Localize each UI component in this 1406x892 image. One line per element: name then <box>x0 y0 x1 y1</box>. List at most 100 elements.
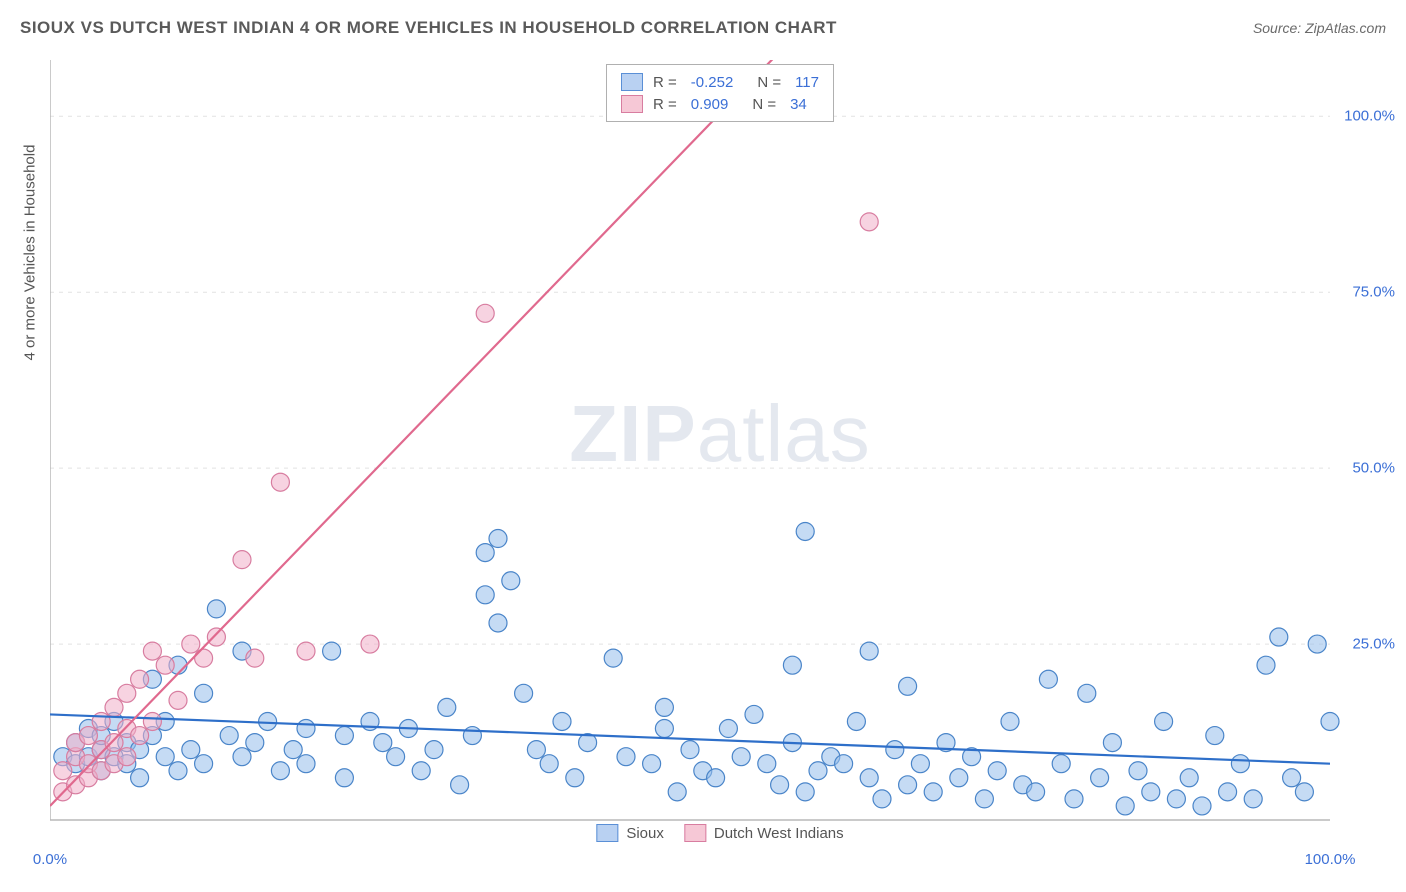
legend-label: Dutch West Indians <box>714 825 844 842</box>
legend-swatch <box>621 95 643 113</box>
data-point <box>131 727 149 745</box>
data-point <box>643 755 661 773</box>
data-point <box>387 748 405 766</box>
legend-item: Sioux <box>596 824 664 842</box>
y-tick-label: 50.0% <box>1352 460 1395 477</box>
data-point <box>476 586 494 604</box>
data-point <box>783 656 801 674</box>
data-point <box>809 762 827 780</box>
data-point <box>502 572 520 590</box>
data-point <box>476 304 494 322</box>
data-point <box>1308 635 1326 653</box>
data-point <box>1116 797 1134 815</box>
data-point <box>1078 684 1096 702</box>
data-point <box>1193 797 1211 815</box>
data-point <box>950 769 968 787</box>
data-point <box>796 522 814 540</box>
data-point <box>169 691 187 709</box>
data-point <box>143 712 161 730</box>
y-tick-label: 25.0% <box>1352 636 1395 653</box>
data-point <box>195 755 213 773</box>
data-point <box>489 614 507 632</box>
data-point <box>1039 670 1057 688</box>
data-point <box>1129 762 1147 780</box>
data-point <box>131 769 149 787</box>
data-point <box>899 776 917 794</box>
data-point <box>1027 783 1045 801</box>
data-point <box>655 698 673 716</box>
data-point <box>707 769 725 787</box>
data-point <box>975 790 993 808</box>
data-point <box>1257 656 1275 674</box>
data-point <box>374 734 392 752</box>
data-point <box>1103 734 1121 752</box>
data-point <box>361 635 379 653</box>
stats-legend: R =-0.252N =117R =0.909N =34 <box>606 64 834 122</box>
data-point <box>758 755 776 773</box>
data-point <box>566 769 584 787</box>
data-point <box>182 741 200 759</box>
data-point <box>105 734 123 752</box>
data-point <box>617 748 635 766</box>
data-point <box>604 649 622 667</box>
legend-item: Dutch West Indians <box>684 824 844 842</box>
data-point <box>1270 628 1288 646</box>
scatter-plot <box>50 60 1390 840</box>
data-point <box>233 551 251 569</box>
data-point <box>143 642 161 660</box>
data-point <box>207 600 225 618</box>
data-point <box>271 473 289 491</box>
data-point <box>1091 769 1109 787</box>
series-legend: Sioux Dutch West Indians <box>596 824 843 842</box>
data-point <box>1219 783 1237 801</box>
data-point <box>233 748 251 766</box>
data-point <box>860 213 878 231</box>
data-point <box>335 727 353 745</box>
data-point <box>668 783 686 801</box>
data-point <box>207 628 225 646</box>
legend-label: Sioux <box>626 825 664 842</box>
data-point <box>182 635 200 653</box>
data-point <box>118 684 136 702</box>
legend-swatch <box>596 824 618 842</box>
data-point <box>515 684 533 702</box>
data-point <box>323 642 341 660</box>
data-point <box>195 649 213 667</box>
y-axis-label: 4 or more Vehicles in Household <box>22 145 39 361</box>
data-point <box>1001 712 1019 730</box>
stats-legend-row: R =-0.252N =117 <box>621 71 819 93</box>
data-point <box>899 677 917 695</box>
data-point <box>732 748 750 766</box>
data-point <box>1283 769 1301 787</box>
data-point <box>527 741 545 759</box>
data-point <box>297 720 315 738</box>
data-point <box>54 762 72 780</box>
data-point <box>924 783 942 801</box>
data-point <box>886 741 904 759</box>
data-point <box>131 670 149 688</box>
data-point <box>860 642 878 660</box>
data-point <box>1206 727 1224 745</box>
data-point <box>118 748 136 766</box>
data-point <box>873 790 891 808</box>
data-point <box>553 712 571 730</box>
data-point <box>1142 783 1160 801</box>
data-point <box>156 656 174 674</box>
data-point <box>540 755 558 773</box>
data-point <box>246 649 264 667</box>
x-tick-label: 100.0% <box>1305 851 1356 868</box>
data-point <box>105 698 123 716</box>
data-point <box>297 755 315 773</box>
stats-legend-row: R =0.909N =34 <box>621 93 819 115</box>
data-point <box>1155 712 1173 730</box>
data-point <box>911 755 929 773</box>
chart-container: 4 or more Vehicles in Household ZIPatlas… <box>50 60 1390 840</box>
data-point <box>1065 790 1083 808</box>
chart-title: SIOUX VS DUTCH WEST INDIAN 4 OR MORE VEH… <box>20 18 837 38</box>
data-point <box>988 762 1006 780</box>
data-point <box>284 741 302 759</box>
data-point <box>425 741 443 759</box>
data-point <box>1321 712 1339 730</box>
data-point <box>220 727 238 745</box>
data-point <box>860 769 878 787</box>
